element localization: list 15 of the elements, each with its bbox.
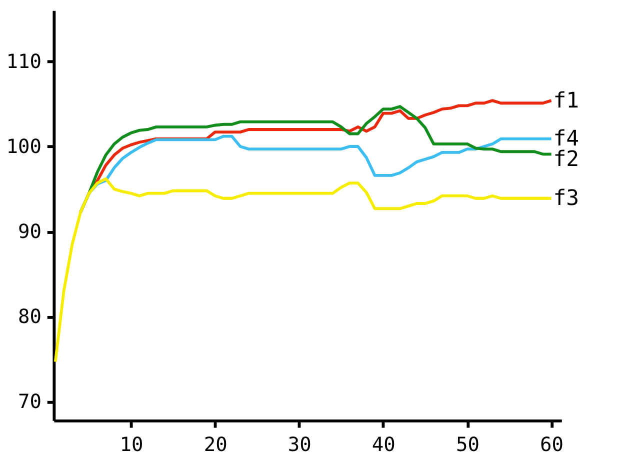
y-tick-label: 100 <box>6 134 42 158</box>
series-label: f2 <box>553 147 580 172</box>
y-tick-label: 80 <box>18 305 42 328</box>
series-label: f3 <box>553 186 580 212</box>
x-tick-label: 30 <box>288 433 312 456</box>
y-tick-label: 70 <box>18 390 42 414</box>
x-tick-label: 20 <box>204 433 228 456</box>
series-label: f1 <box>553 88 580 114</box>
y-tick-label: 90 <box>18 220 42 243</box>
x-tick-label: 60 <box>540 433 564 456</box>
y-tick-label: 110 <box>6 50 42 73</box>
line-series <box>54 177 553 364</box>
x-tick-label: 10 <box>120 433 144 456</box>
x-tick-label: 50 <box>456 433 480 456</box>
x-tick-label: 40 <box>372 433 396 456</box>
